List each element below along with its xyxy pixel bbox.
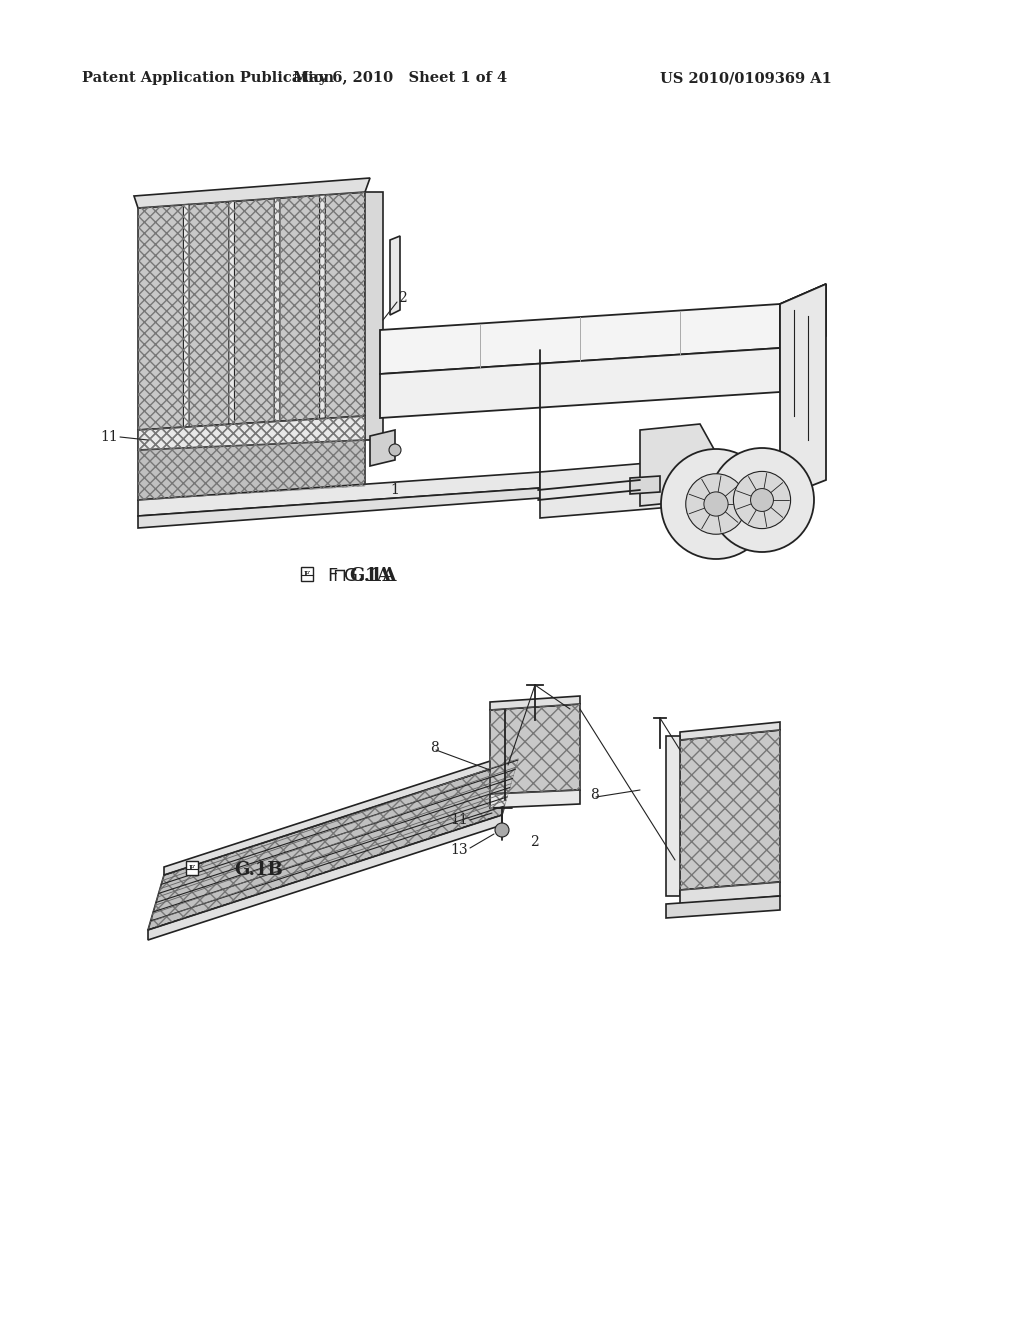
Polygon shape: [274, 198, 280, 444]
Polygon shape: [380, 348, 780, 418]
Text: $\mathsf{F\!\!\!\sqcap\!\!G}$.1A: $\mathsf{F\!\!\!\sqcap\!\!G}$.1A: [327, 568, 393, 585]
Polygon shape: [680, 730, 780, 890]
Polygon shape: [680, 722, 780, 741]
Polygon shape: [390, 236, 400, 315]
Polygon shape: [490, 696, 580, 710]
Text: F: F: [304, 570, 310, 578]
Text: 8: 8: [430, 741, 438, 755]
Text: 8: 8: [590, 788, 599, 803]
Polygon shape: [148, 814, 502, 940]
Polygon shape: [138, 191, 365, 450]
Text: 2: 2: [530, 836, 539, 849]
Text: 11: 11: [451, 813, 468, 828]
Polygon shape: [138, 488, 540, 528]
Polygon shape: [164, 752, 518, 875]
Text: 13: 13: [451, 843, 468, 857]
Text: Patent Application Publication: Patent Application Publication: [82, 71, 334, 84]
Polygon shape: [680, 882, 780, 904]
Polygon shape: [666, 737, 680, 896]
Polygon shape: [540, 451, 780, 517]
Polygon shape: [380, 304, 780, 374]
Circle shape: [662, 449, 771, 558]
Polygon shape: [365, 191, 383, 440]
Text: F: F: [189, 865, 195, 873]
Polygon shape: [490, 704, 580, 795]
Polygon shape: [134, 178, 370, 209]
Polygon shape: [630, 477, 660, 494]
Text: G.1B: G.1B: [234, 861, 283, 879]
Text: US 2010/0109369 A1: US 2010/0109369 A1: [660, 71, 831, 84]
Polygon shape: [370, 430, 395, 466]
Polygon shape: [499, 708, 511, 719]
Polygon shape: [490, 789, 580, 808]
Circle shape: [710, 447, 814, 552]
Polygon shape: [780, 284, 826, 326]
Text: G.1A: G.1A: [349, 568, 396, 585]
Polygon shape: [148, 760, 518, 931]
Polygon shape: [138, 416, 365, 500]
Text: May 6, 2010   Sheet 1 of 4: May 6, 2010 Sheet 1 of 4: [293, 71, 507, 84]
FancyBboxPatch shape: [301, 568, 313, 581]
Circle shape: [686, 474, 746, 535]
Polygon shape: [780, 284, 826, 348]
Circle shape: [751, 488, 773, 511]
Polygon shape: [138, 416, 365, 450]
Polygon shape: [228, 201, 234, 446]
Text: 11: 11: [100, 430, 118, 444]
Text: 1: 1: [390, 483, 399, 498]
Polygon shape: [640, 424, 720, 506]
Text: 2: 2: [398, 290, 407, 305]
Polygon shape: [319, 195, 326, 442]
Polygon shape: [780, 284, 826, 498]
Polygon shape: [666, 896, 780, 917]
Circle shape: [389, 444, 401, 455]
FancyBboxPatch shape: [186, 861, 198, 875]
Circle shape: [703, 492, 728, 516]
Polygon shape: [183, 205, 189, 447]
Polygon shape: [138, 473, 540, 516]
Circle shape: [733, 471, 791, 528]
Circle shape: [495, 822, 509, 837]
